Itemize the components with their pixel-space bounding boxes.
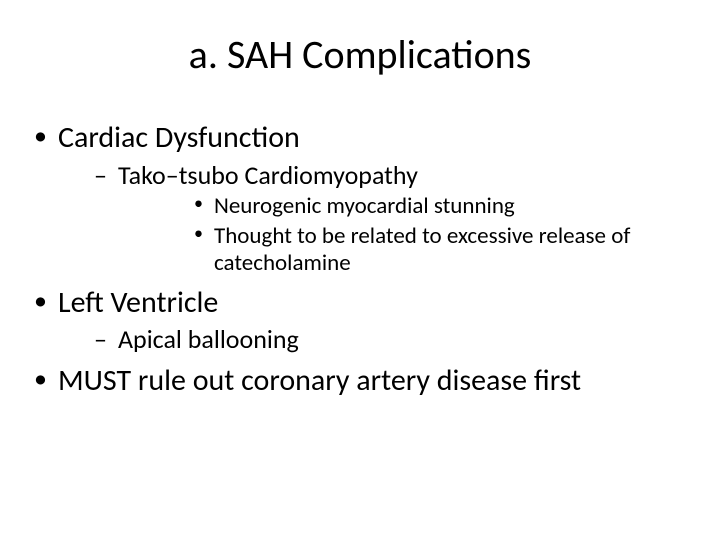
bullet-list-level3: Neurogenic myocardial stunning Thought t… [118,193,690,278]
bullet-level2: Apical ballooning [58,323,690,356]
bullet-text: Left Ventricle [58,284,218,321]
bullet-text: Tako–tsubo Cardiomyopathy [118,159,418,191]
bullet-level2: Tako–tsubo Cardiomyopathy Neurogenic myo… [58,159,690,278]
bullet-level3: Neurogenic myocardial stunning [118,193,690,221]
bullet-level1: Cardiac Dysfunction Tako–tsubo Cardiomyo… [30,119,690,278]
bullet-list-level1: Cardiac Dysfunction Tako–tsubo Cardiomyo… [30,119,690,399]
bullet-text: Thought to be related to excessive relea… [214,222,630,278]
bullet-list-level2: Tako–tsubo Cardiomyopathy Neurogenic myo… [58,159,690,278]
bullet-text: Cardiac Dysfunction [58,119,300,156]
bullet-text: MUST rule out coronary artery disease fi… [58,362,581,399]
bullet-text: Neurogenic myocardial stunning [214,192,515,220]
bullet-level1: MUST rule out coronary artery disease fi… [30,362,690,400]
bullet-level1: Left Ventricle Apical ballooning [30,284,690,356]
bullet-list-level2: Apical ballooning [58,323,690,356]
bullet-text: Apical ballooning [118,323,299,355]
slide: a. SAH Complications Cardiac Dysfunction… [0,0,720,540]
bullet-level3: Thought to be related to excessive relea… [118,223,690,278]
slide-title: a. SAH Complications [30,30,690,79]
